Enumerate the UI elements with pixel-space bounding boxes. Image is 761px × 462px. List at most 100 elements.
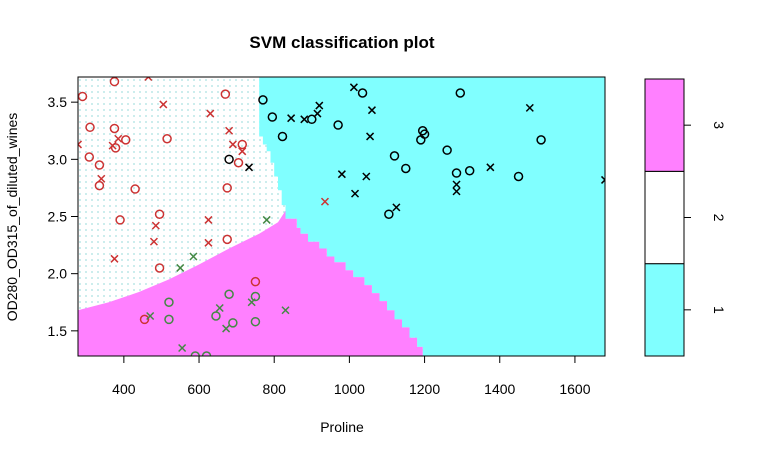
legend-label-2: 2 [711,214,727,222]
point-class-1-o [451,168,462,178]
point-class-1-x [315,101,324,110]
point-class-3-x [176,263,185,272]
point-class-2-o [154,263,165,273]
point-class-1-x [300,115,309,124]
point-class-1-x [313,109,322,118]
point-class-2-o [220,89,231,99]
region-class-3 [78,210,423,356]
point-class-1-o [357,88,368,98]
point-class-2-o [109,123,120,134]
data-points [78,77,605,356]
point-class-2-o [84,152,95,162]
y-tick-label: 1.5 [48,323,68,339]
point-class-3-o [224,289,234,300]
point-class-1-x [367,106,376,115]
point-class-2-o [233,158,244,168]
x-tick-label: 600 [187,381,211,397]
legend-label-3: 3 [711,121,727,129]
point-class-3-o [201,351,212,356]
point-class-1-o [384,209,394,219]
point-class-2-o [78,91,88,102]
legend-swatch-3 [644,78,685,172]
point-class-2-o [237,139,248,150]
point-class-2-o [250,276,261,287]
point-class-2-x [238,147,247,156]
point-class-1-o [416,135,426,145]
point-class-2-x [204,215,213,224]
point-class-1-o [224,154,234,165]
point-class-2-x [78,140,83,149]
point-class-2-o [154,209,165,219]
y-axis: 1.5 2.0 2.5 3.0 3.5 [48,94,79,339]
point-class-3-o [164,297,174,308]
point-class-1-x [452,187,461,196]
point-class-2-x [151,221,160,230]
y-tick-label: 2.5 [48,209,68,225]
point-class-1-x [600,175,605,184]
x-tick-label: 400 [112,381,136,397]
region-class-1 [259,77,605,356]
point-class-1-o [513,171,524,182]
point-class-2-o [110,143,121,153]
point-class-3-x [146,311,155,321]
point-class-1-x [392,203,401,212]
point-class-2-x [159,100,168,109]
point-class-3-o [228,318,238,328]
point-class-3-x [281,306,290,315]
x-axis: 400 600 800 1000 1200 1400 1600 [112,355,591,397]
y-axis-label: OD280_OD315_of_diluted_wines [4,113,20,322]
chart-title: SVM classification plot [249,33,434,52]
point-class-1-o [258,95,268,105]
point-class-2-o [222,183,232,193]
point-class-1-x [337,170,346,179]
point-class-3-x [178,343,187,353]
point-class-2-o [94,180,105,191]
point-class-1-o [536,135,546,145]
point-class-1-o [389,151,400,161]
y-tick-label: 2.0 [48,266,68,282]
legend-label-1: 1 [711,306,727,314]
point-class-1-x [366,132,375,141]
x-tick-label: 1000 [334,381,365,397]
point-class-2-o [139,314,150,325]
point-class-2-x [204,238,213,247]
point-class-3-x [189,252,198,261]
point-class-3-o [164,314,174,325]
point-class-3-o [211,311,221,321]
x-tick-label: 1600 [559,381,590,397]
point-class-2-x [206,109,215,118]
point-class-2-o [115,215,125,225]
point-class-1-o [401,163,411,174]
point-class-1-x [245,163,254,172]
point-class-1-x [362,172,371,181]
point-class-1-o [442,145,452,155]
point-class-2-o [130,184,140,194]
point-class-2-o [85,122,95,133]
y-tick-label: 3.0 [48,151,68,167]
point-class-1-x [486,163,495,172]
point-class-1-o [267,112,278,122]
point-class-1-x [351,189,360,198]
point-class-2-x [228,140,237,149]
point-class-2-o [222,234,232,245]
point-class-2-x [114,134,123,143]
point-class-2-x [144,77,153,82]
legend-swatch-2 [644,170,685,265]
x-tick-label: 800 [263,381,287,397]
x-tick-label: 1200 [409,381,440,397]
point-class-3-x [222,324,231,333]
point-class-1-o [464,166,475,176]
point-class-1-x [452,180,461,189]
point-class-1-o [333,120,343,130]
legend-swatch-1 [644,263,685,357]
x-tick-label: 1400 [484,381,515,397]
point-class-2-x [225,126,234,135]
point-class-2-x [149,237,158,246]
point-class-1-x [349,83,358,92]
point-class-3-o [250,316,261,327]
class-legend: 1 2 3 [644,78,727,357]
point-class-1-o [277,131,288,142]
point-class-1-o [307,114,317,125]
